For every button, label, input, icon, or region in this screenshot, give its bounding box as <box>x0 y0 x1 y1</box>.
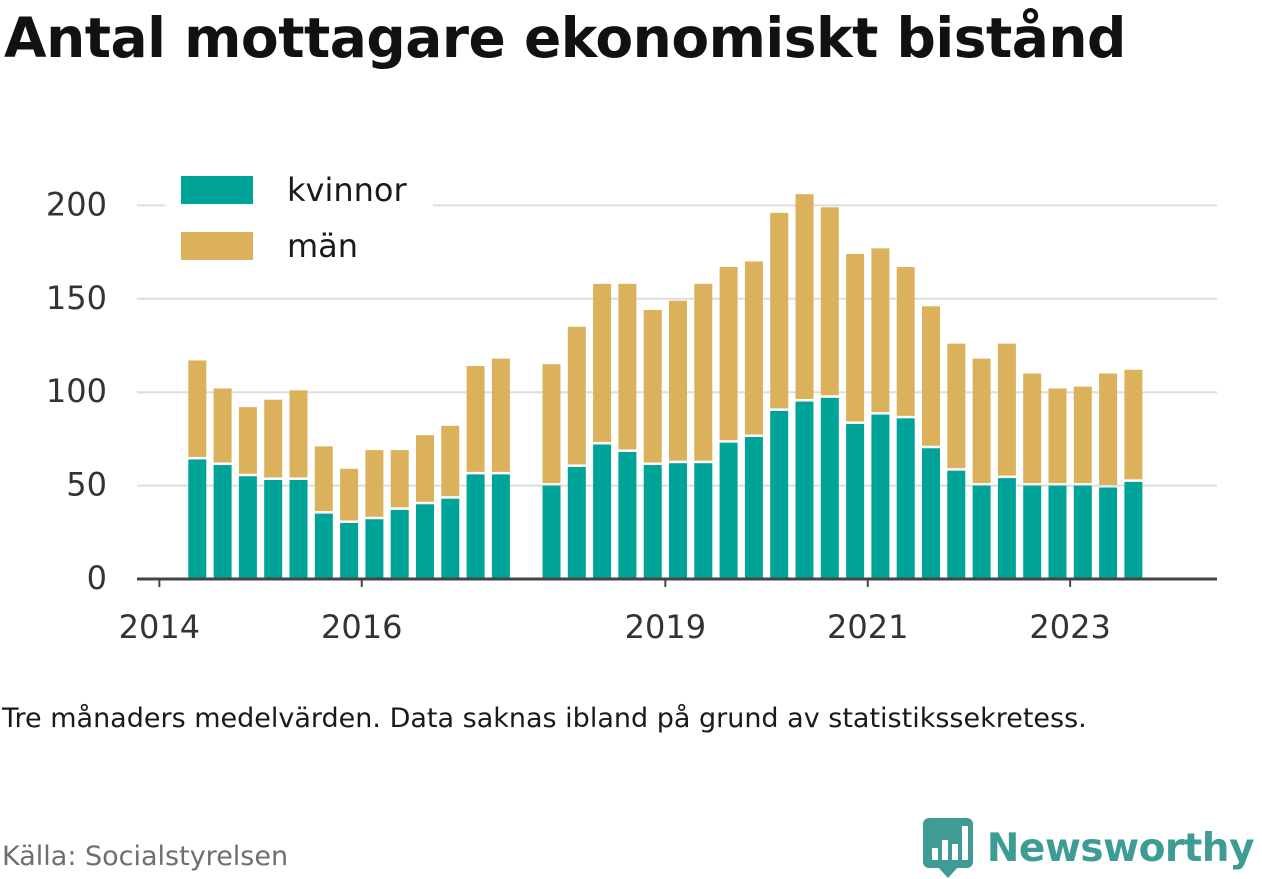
brand-logo: Newsworthy <box>922 818 1255 878</box>
x-tick-label-2023: 2023 <box>1029 608 1110 646</box>
bar-kvinnor-2021-Q3 <box>896 418 915 579</box>
bar-man-2015-Q4 <box>314 446 333 512</box>
bar-man-2015-Q2 <box>264 399 283 478</box>
bar-kvinnor-2022-Q4 <box>1023 485 1042 579</box>
bar-man-2017-Q1 <box>441 425 460 497</box>
chart-note: Tre månaders medelvärden. Data saknas ib… <box>2 703 1087 734</box>
bar-man-2019-Q2 <box>669 300 687 461</box>
bar-kvinnor-2017-Q2 <box>466 474 485 579</box>
chart-title: Antal mottagare ekonomiskt bistånd <box>4 6 1126 70</box>
y-tick-label-0: 0 <box>87 559 107 597</box>
bar-kvinnor-2023-Q1 <box>1048 485 1067 579</box>
y-tick-label-100: 100 <box>46 372 107 410</box>
bar-kvinnor-2023-Q3 <box>1099 487 1118 579</box>
bar-man-2018-Q4 <box>618 283 637 450</box>
bar-kvinnor-2019-Q2 <box>669 463 687 579</box>
bar-man-2017-Q3 <box>491 358 510 472</box>
x-tick-label-2021: 2021 <box>827 608 908 646</box>
legend-swatch-kvinnor <box>181 176 253 204</box>
bar-man-2019-Q1 <box>643 310 662 463</box>
bar-man-2016-Q2 <box>365 450 384 517</box>
brand-name: Newsworthy <box>986 825 1255 871</box>
bar-kvinnor-2018-Q1 <box>542 485 561 579</box>
legend-label-kvinnor: kvinnor <box>287 171 408 209</box>
bar-kvinnor-2015-Q4 <box>314 513 333 579</box>
bar-kvinnor-2019-Q4 <box>719 442 738 579</box>
bar-man-2020-Q4 <box>820 207 839 396</box>
x-tick-label-2019: 2019 <box>625 608 706 646</box>
x-tick-label-2014: 2014 <box>119 608 200 646</box>
bar-man-2018-Q2 <box>567 326 586 465</box>
bar-kvinnor-2016-Q1 <box>340 522 359 579</box>
bar-man-2023-Q4 <box>1124 369 1143 480</box>
bar-man-2015-Q1 <box>238 407 257 474</box>
bar-man-2019-Q4 <box>719 267 738 441</box>
bar-kvinnor-2022-Q2 <box>972 485 991 579</box>
bar-man-2022-Q2 <box>972 358 991 484</box>
legend-label-man: män <box>287 227 358 265</box>
bar-kvinnor-2017-Q3 <box>491 474 510 579</box>
bar-kvinnor-2015-Q3 <box>289 479 308 579</box>
bar-man-2021-Q2 <box>871 248 890 413</box>
bar-kvinnor-2015-Q1 <box>238 476 257 579</box>
bar-kvinnor-2018-Q3 <box>593 444 612 579</box>
bar-man-2020-Q1 <box>744 261 763 435</box>
newsworthy-logo-icon <box>922 818 973 878</box>
bar-man-2015-Q3 <box>289 390 308 478</box>
bar-kvinnor-2021-Q2 <box>871 414 890 579</box>
bars <box>188 194 1143 579</box>
bar-man-2021-Q3 <box>896 267 915 416</box>
bar-kvinnor-2020-Q1 <box>744 437 763 579</box>
bar-man-2014-Q4 <box>213 388 232 463</box>
legend: kvinnor män <box>165 171 433 280</box>
bar-man-2020-Q2 <box>770 212 789 409</box>
bar-kvinnor-2022-Q3 <box>997 478 1016 579</box>
bar-kvinnor-2016-Q4 <box>416 504 434 579</box>
x-tick-label-2016: 2016 <box>321 608 402 646</box>
bar-man-2022-Q4 <box>1023 373 1042 484</box>
bar-kvinnor-2020-Q3 <box>795 401 814 579</box>
bar-man-2018-Q1 <box>542 364 561 484</box>
bar-man-2017-Q2 <box>466 366 485 472</box>
y-tick-label-50: 50 <box>66 466 107 504</box>
legend-swatch-man <box>181 232 253 260</box>
bar-man-2016-Q3 <box>390 450 409 508</box>
bar-man-2019-Q3 <box>694 283 713 461</box>
bar-man-2020-Q3 <box>795 194 814 400</box>
bar-kvinnor-2014-Q4 <box>213 465 232 579</box>
bar-kvinnor-2015-Q2 <box>264 479 283 579</box>
bar-man-2022-Q3 <box>997 343 1016 476</box>
bar-man-2021-Q1 <box>846 253 865 422</box>
bar-kvinnor-2016-Q3 <box>390 509 409 579</box>
bar-kvinnor-2014-Q3 <box>188 459 207 579</box>
bar-kvinnor-2019-Q1 <box>643 465 662 579</box>
bar-man-2016-Q4 <box>416 435 434 502</box>
y-tick-label-150: 150 <box>46 279 107 317</box>
bar-kvinnor-2019-Q3 <box>694 463 713 579</box>
bar-man-2016-Q1 <box>340 468 359 521</box>
bar-man-2023-Q2 <box>1073 386 1092 484</box>
bar-kvinnor-2023-Q2 <box>1073 485 1092 579</box>
bar-kvinnor-2022-Q1 <box>947 470 966 579</box>
bar-man-2023-Q3 <box>1099 373 1118 485</box>
bar-man-2018-Q3 <box>593 283 612 443</box>
bar-kvinnor-2021-Q1 <box>846 423 865 579</box>
bar-kvinnor-2021-Q4 <box>922 448 940 579</box>
bar-kvinnor-2018-Q4 <box>618 451 637 579</box>
y-tick-label-200: 200 <box>46 185 107 223</box>
axes: 0 50 100 150 200 2014 2016 2019 2021 2023 <box>46 185 1217 646</box>
bar-man-2022-Q1 <box>947 343 966 469</box>
source-text: Källa: Socialstyrelsen <box>2 841 289 872</box>
bar-man-2023-Q1 <box>1048 388 1067 484</box>
bar-kvinnor-2020-Q4 <box>820 397 839 579</box>
bar-kvinnor-2023-Q4 <box>1124 481 1143 579</box>
bar-kvinnor-2020-Q2 <box>770 410 789 579</box>
bar-kvinnor-2016-Q2 <box>365 519 384 579</box>
bar-kvinnor-2017-Q1 <box>441 498 460 579</box>
bar-kvinnor-2018-Q2 <box>567 466 586 579</box>
bar-man-2021-Q4 <box>922 306 940 446</box>
bar-man-2014-Q3 <box>188 360 207 457</box>
